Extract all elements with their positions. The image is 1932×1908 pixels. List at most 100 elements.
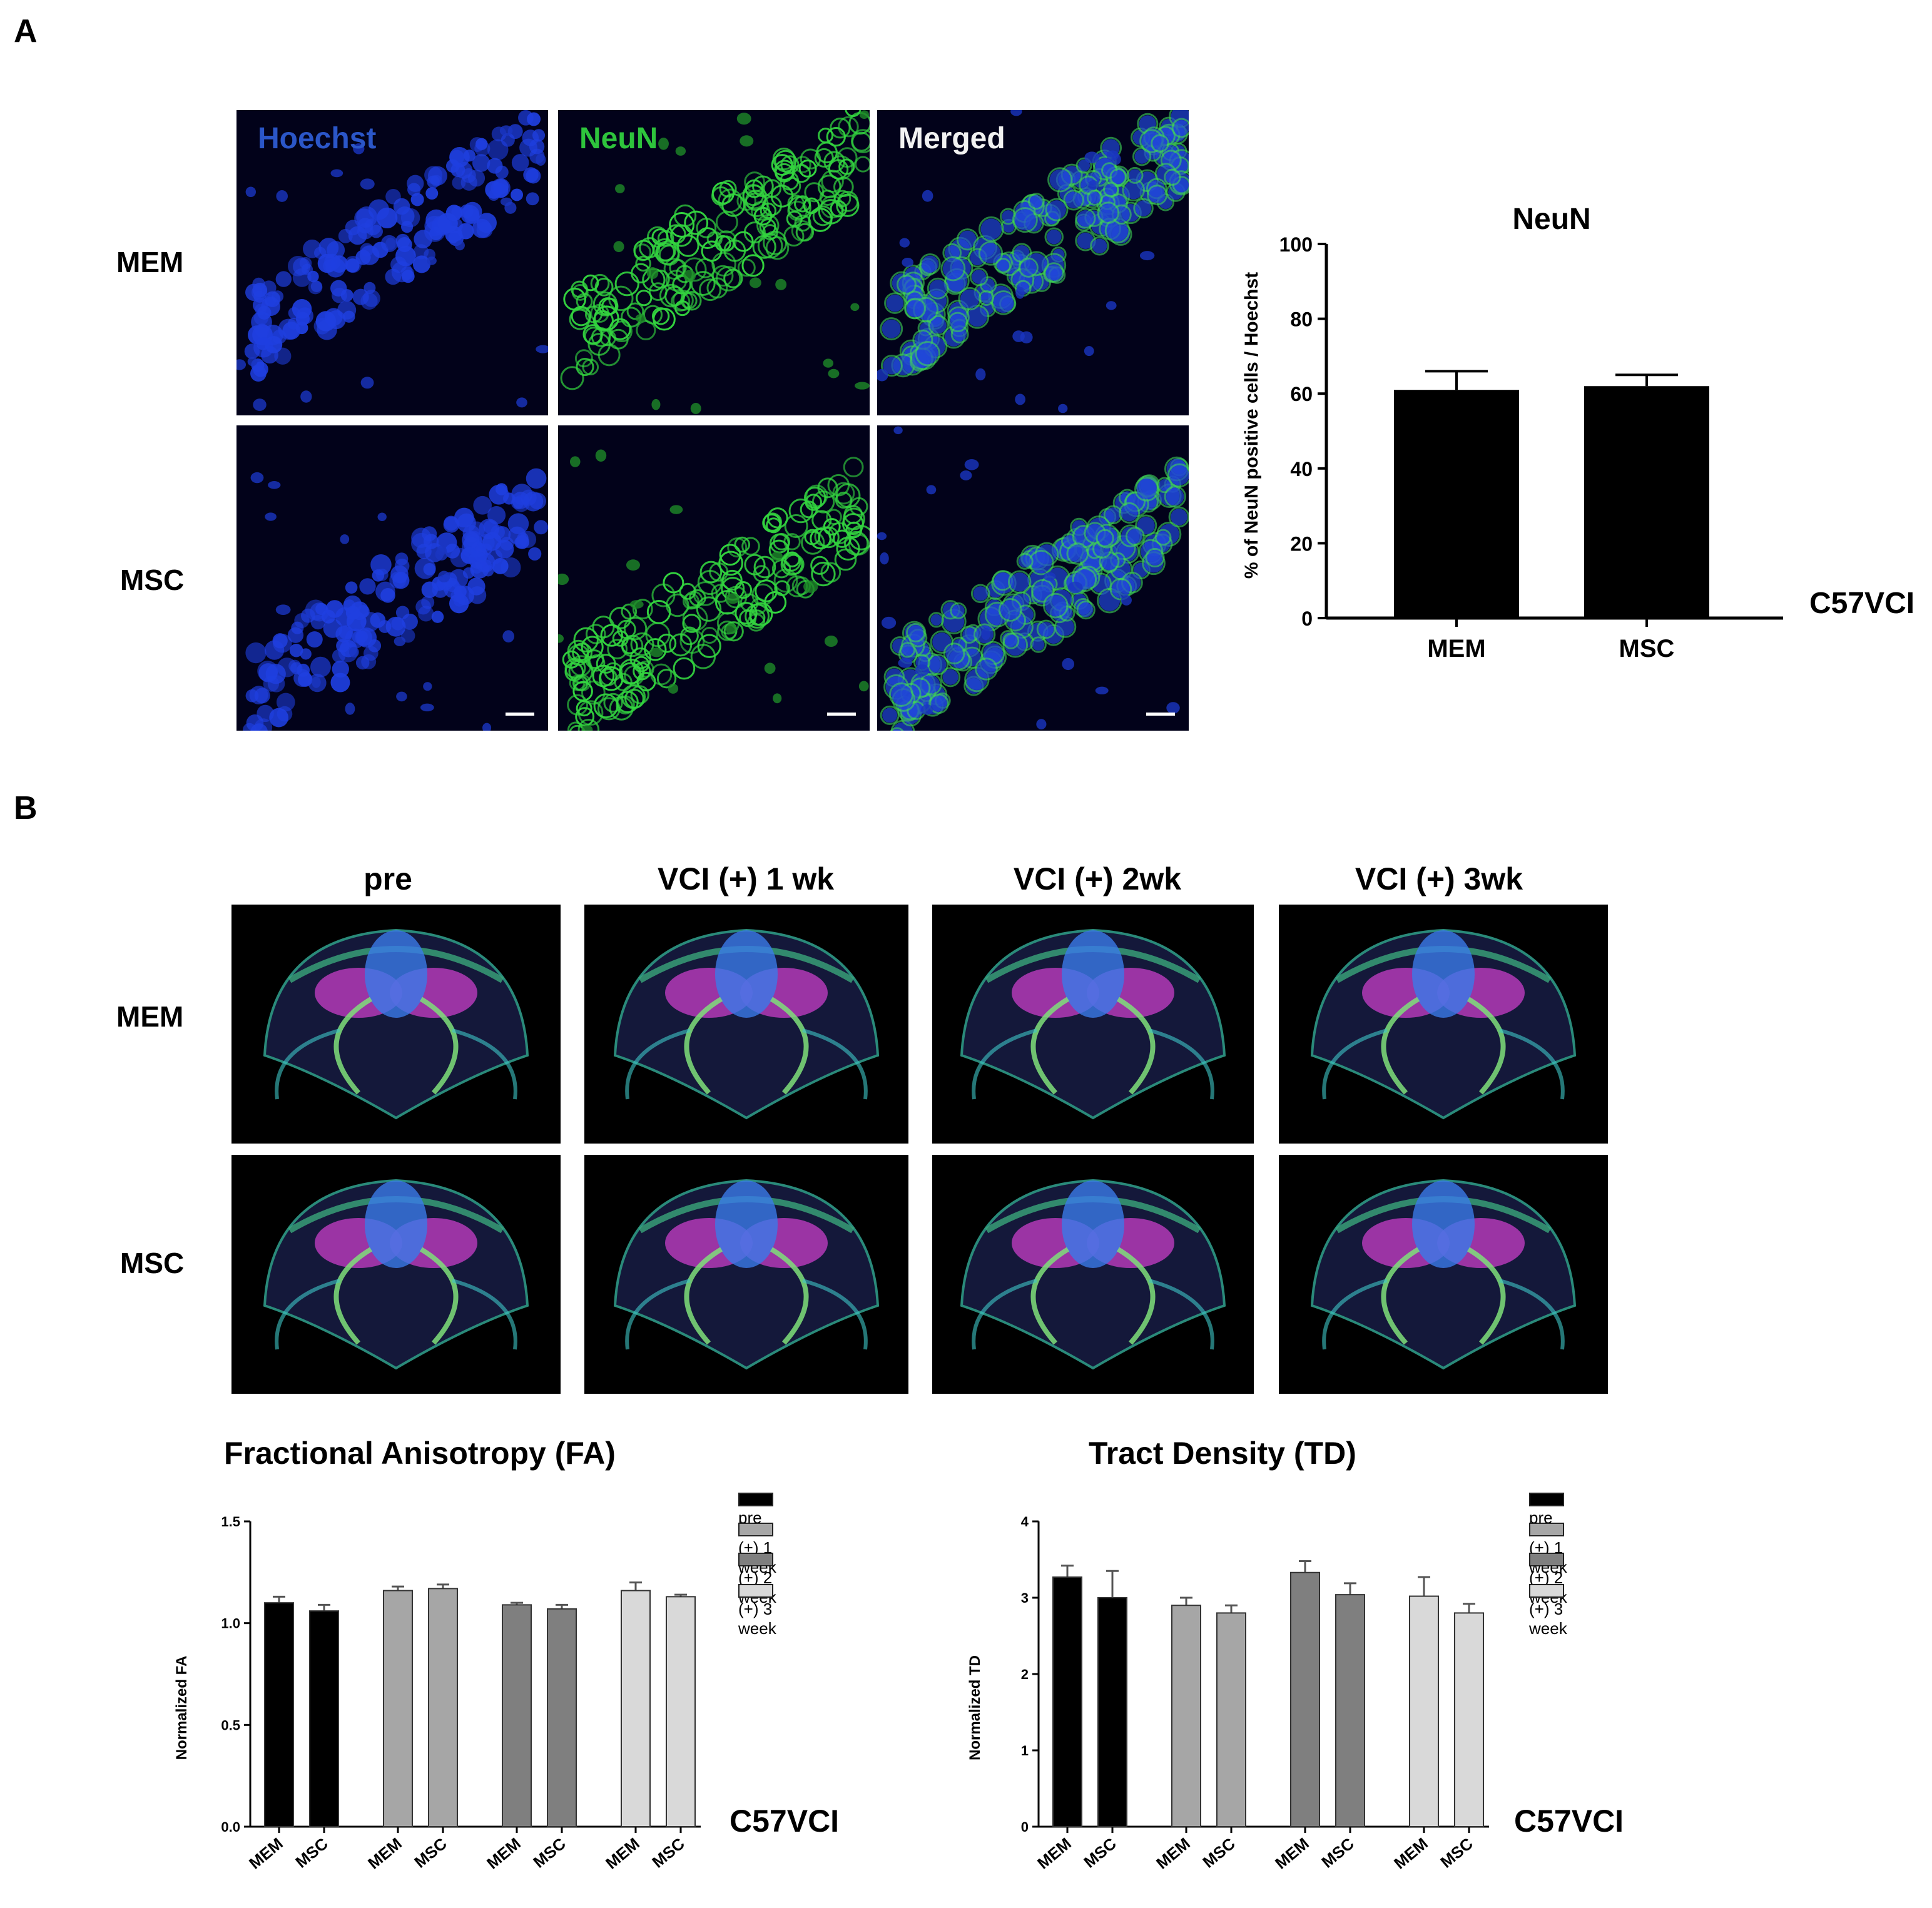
scale-bar [827, 713, 856, 716]
neun-y-tick-label: 0 [1301, 607, 1313, 630]
td-strain-label: C57VCI [1514, 1804, 1624, 1839]
neun-y-tick-label: 100 [1279, 233, 1313, 256]
td-legend-pre: pre [1529, 1489, 1580, 1528]
fa-bar-mem [264, 1602, 294, 1827]
fa-strain-label: C57VCI [730, 1804, 840, 1839]
td-x-tick-labels: MEM MSC MEM MSC MEM MSC MEM MSC [1034, 1834, 1477, 1872]
td-x-tick-label: MSC [1436, 1834, 1477, 1871]
dti-scan-mem-3 [1279, 905, 1608, 1144]
neun-x-tick-label: MEM [1427, 635, 1485, 662]
td-bar-msc [1097, 1597, 1127, 1827]
micrograph-mem-neun: NeuN [558, 110, 870, 415]
neun-bar-mem [1394, 390, 1519, 618]
fa-bars [264, 1581, 696, 1828]
neun-x-tick-label: MSC [1619, 635, 1675, 662]
td-y-tick-label: 0 [1021, 1819, 1029, 1835]
td-legend-swatch [1529, 1523, 1564, 1537]
td-legend-swatch [1529, 1584, 1564, 1598]
fa-y-tick-label: 1.0 [221, 1616, 240, 1631]
panel-letter-a: A [14, 13, 38, 49]
td-bar-msc [1454, 1612, 1484, 1827]
neun-axes: 0 20 40 60 80 100 MEM MSC [1279, 233, 1783, 662]
fa-y-tick-label: 0.0 [221, 1819, 240, 1835]
td-legend-label: (+) 3 week [1529, 1600, 1567, 1638]
neun-y-tick-label: 80 [1290, 308, 1313, 331]
scale-bar [506, 713, 534, 716]
td-legend-3wk: (+) 3 week [1529, 1580, 1580, 1638]
fa-chart-title: Fractional Anisotropy (FA) [224, 1436, 616, 1471]
fa-legend-swatch [738, 1553, 773, 1567]
dti-scan-msc-1 [584, 1155, 908, 1394]
timepoint-header-1wk: VCI (+) 1 wk [657, 861, 835, 896]
dti-scan-msc-3 [1279, 1155, 1608, 1394]
fa-x-tick-label: MEM [602, 1834, 643, 1873]
td-legend-swatch [1529, 1493, 1564, 1507]
channel-label-hoechst: Hoechst [258, 122, 377, 155]
neun-bars [1394, 370, 1709, 618]
mri-row-label-msc: MSC [120, 1247, 185, 1279]
td-x-tick-label: MSC [1080, 1834, 1120, 1871]
td-x-tick-label: MSC [1199, 1834, 1239, 1871]
td-legend-swatch [1529, 1553, 1564, 1567]
micrograph-msc-hoechst [236, 425, 548, 731]
fa-bar-msc [666, 1596, 696, 1828]
micrograph-mem-merged: Merged [877, 110, 1189, 415]
td-y-tick-label: 3 [1021, 1590, 1029, 1606]
td-y-tick-label: 1 [1021, 1743, 1029, 1758]
fa-x-tick-label: MSC [648, 1834, 688, 1871]
td-bar-msc [1216, 1612, 1246, 1827]
micrograph-mem-hoechst: Hoechst [236, 110, 548, 415]
panel-letter-b: B [14, 790, 38, 826]
td-x-tick-label: MEM [1390, 1834, 1431, 1873]
td-bar-msc [1335, 1594, 1365, 1827]
td-y-tick-label: 4 [1021, 1514, 1029, 1530]
td-chart-title: Tract Density (TD) [1089, 1436, 1356, 1471]
td-y-axis-label: Normalized TD [967, 1655, 984, 1760]
fa-y-axis-label: Normalized FA [173, 1656, 190, 1760]
td-y-tick-label: 2 [1021, 1667, 1029, 1682]
neun-y-tick-label: 60 [1290, 383, 1313, 405]
fa-x-tick-label: MSC [410, 1834, 450, 1871]
fa-x-tick-label: MSC [292, 1834, 332, 1871]
timepoint-header-2wk: VCI (+) 2wk [1013, 861, 1182, 896]
dti-scan-mem-0 [231, 905, 561, 1144]
fa-bar-chart: Normalized FA 0.00.51.01.5 MEM MSC MEM MSC M… [173, 1514, 701, 1873]
td-bars [1052, 1560, 1484, 1828]
fa-y-tick-label: 1.5 [221, 1514, 240, 1530]
timepoint-header-3wk: VCI (+) 3wk [1355, 861, 1523, 896]
fa-legend-swatch [738, 1523, 773, 1537]
fa-legend-3wk: (+) 3 week [738, 1580, 790, 1638]
channel-label-merged: Merged [898, 122, 1005, 155]
fa-bar-msc [547, 1608, 577, 1827]
fa-x-tick-label: MEM [364, 1834, 405, 1873]
dti-scan-msc-0 [231, 1155, 561, 1394]
fa-legend-swatch [738, 1493, 773, 1507]
td-x-tick-label: MSC [1318, 1834, 1358, 1871]
row-label-mem: MEM [116, 246, 184, 278]
td-bar-mem [1052, 1576, 1082, 1827]
fa-bar-mem [502, 1604, 532, 1828]
fa-x-tick-label: MSC [529, 1834, 569, 1871]
fa-bar-mem [383, 1590, 413, 1827]
scale-bar [1146, 713, 1175, 716]
td-bar-mem [1409, 1595, 1439, 1827]
neun-y-tick-label: 20 [1290, 532, 1313, 555]
fa-legend-label: (+) 3 week [738, 1600, 776, 1638]
neun-bar-msc [1584, 386, 1709, 618]
dti-scan-mem-2 [932, 905, 1254, 1144]
fa-x-tick-labels: MEM MSC MEM MSC MEM MSC MEM MSC [245, 1834, 688, 1872]
neun-chart-title: NeuN [1512, 203, 1590, 236]
fa-bar-mem [621, 1590, 651, 1827]
fa-x-tick-label: MEM [245, 1834, 287, 1873]
td-x-tick-label: MEM [1271, 1834, 1313, 1873]
timepoint-header-pre: pre [364, 861, 412, 896]
micrograph-msc-neun [558, 425, 870, 731]
channel-label-neun: NeuN [579, 122, 658, 155]
td-bar-mem [1171, 1605, 1201, 1827]
fa-x-tick-label: MEM [483, 1834, 524, 1873]
dti-scan-msc-2 [932, 1155, 1254, 1394]
fa-bar-msc [428, 1588, 458, 1828]
fa-legend-swatch [738, 1584, 773, 1598]
neun-bar-chart: NeuN % of NeuN positive cells / Hoechst … [1241, 203, 1914, 662]
